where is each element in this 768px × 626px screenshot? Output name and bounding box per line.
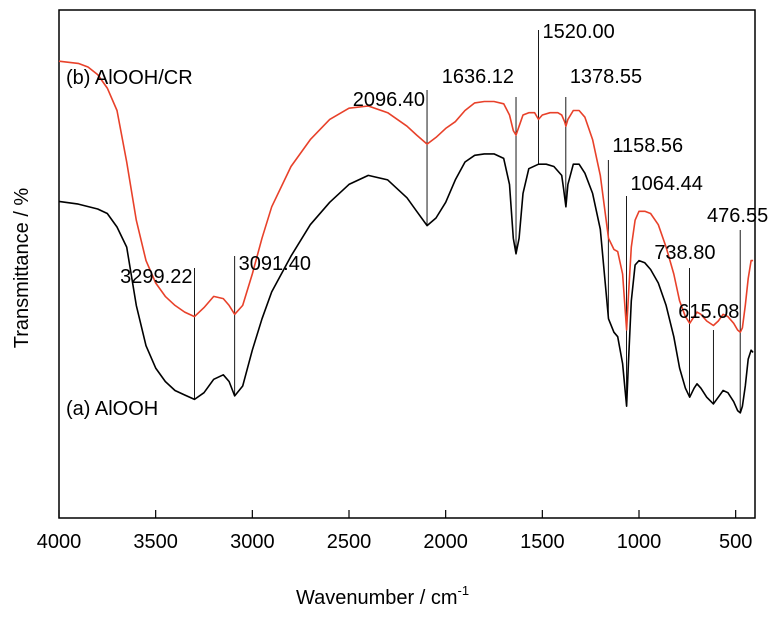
series-line-a bbox=[58, 153, 754, 414]
peak-label-615.08: 615.08 bbox=[678, 301, 739, 323]
x-tick-label-500: 500 bbox=[719, 531, 752, 553]
peak-label-1064.44: 1064.44 bbox=[631, 173, 703, 195]
x-tick-label-1500: 1500 bbox=[520, 531, 565, 553]
peak-label-3299.22: 3299.22 bbox=[120, 266, 192, 288]
x-tick-label-2000: 2000 bbox=[423, 531, 468, 553]
x-axis-title-superscript: -1 bbox=[458, 583, 470, 598]
x-axis-title-text: Wavenumber / cm bbox=[296, 587, 458, 609]
x-tick-label-3500: 3500 bbox=[133, 531, 178, 553]
peak-label-1158.56: 1158.56 bbox=[612, 135, 683, 157]
plot-frame bbox=[58, 9, 756, 519]
spectra-series bbox=[58, 60, 754, 414]
series-label-b: (b) AlOOH/CR bbox=[66, 67, 193, 89]
peak-label-1520.00: 1520.00 bbox=[542, 21, 614, 43]
peak-label-1636.12: 1636.12 bbox=[442, 66, 514, 88]
x-tick-label-3000: 3000 bbox=[230, 531, 275, 553]
x-axis-ticks: 4000 3500 3000 2500 2000 1500 1000 500 bbox=[37, 510, 752, 553]
x-axis-title: Wavenumber / cm-1 bbox=[296, 583, 469, 609]
y-axis-title: Transmittance / % bbox=[11, 188, 33, 349]
series-label-a: (a) AlOOH bbox=[66, 398, 158, 420]
series-line-b bbox=[58, 60, 754, 333]
peak-label-3091.40: 3091.40 bbox=[239, 253, 311, 275]
peak-marker-lines bbox=[194, 30, 741, 413]
x-tick-label-1000: 1000 bbox=[617, 531, 662, 553]
peak-label-476.55: 476.55 bbox=[707, 205, 768, 227]
x-tick-label-2500: 2500 bbox=[327, 531, 372, 553]
peak-labels: 3299.22 3091.40 2096.40 1636.12 1520.00 1378.… bbox=[120, 21, 768, 323]
peak-label-738.80: 738.80 bbox=[654, 242, 715, 264]
peak-label-1378.55: 1378.55 bbox=[570, 66, 642, 88]
peak-label-2096.40: 2096.40 bbox=[353, 89, 425, 111]
x-tick-label-4000: 4000 bbox=[37, 531, 82, 553]
